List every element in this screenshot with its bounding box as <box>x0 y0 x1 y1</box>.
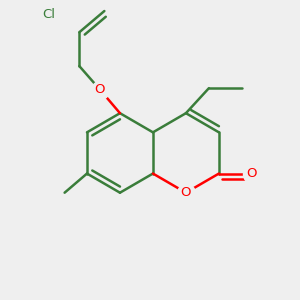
Text: O: O <box>247 167 257 180</box>
Text: O: O <box>95 83 105 96</box>
Text: Cl: Cl <box>42 8 55 21</box>
Text: O: O <box>181 186 191 199</box>
